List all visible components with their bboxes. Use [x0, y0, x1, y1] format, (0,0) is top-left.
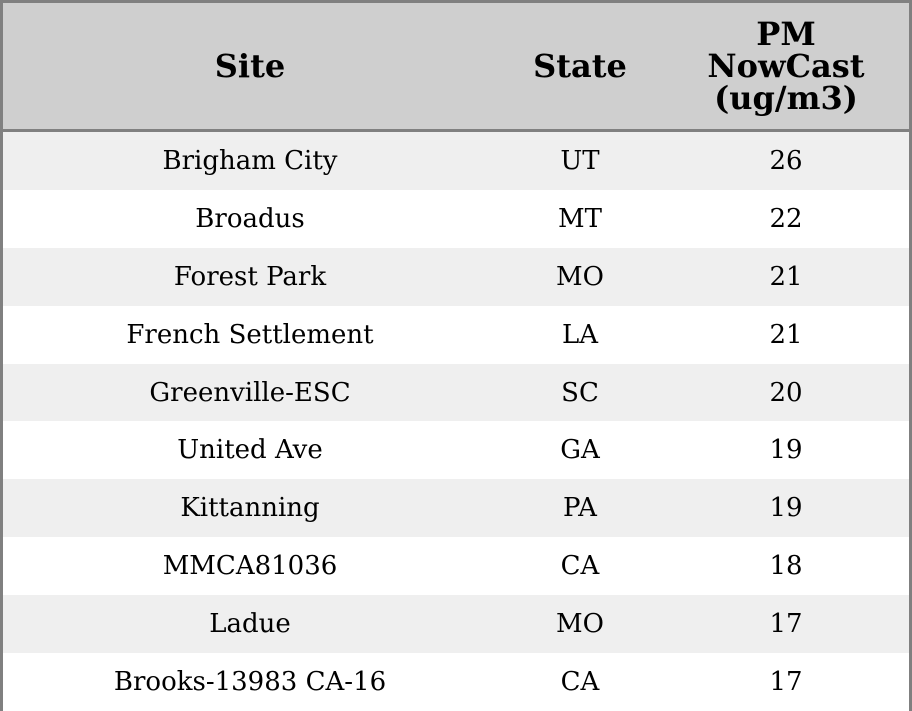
cell-state: UT	[560, 145, 600, 176]
cell-pm: 17	[769, 609, 803, 640]
table-row: Brigham City UT 26	[3, 132, 909, 190]
table-row: Forest Park MO 21	[3, 247, 909, 306]
table-row: Kittanning PA 19	[3, 479, 909, 538]
cell-site: MMCA81036	[162, 551, 338, 582]
table-row: United Ave GA 19	[3, 421, 909, 480]
cell-site: Kittanning	[180, 493, 320, 524]
cell-pm: 17	[769, 666, 803, 697]
header-pm-line1: PM	[756, 15, 816, 53]
cell-site: Brigham City	[162, 145, 338, 176]
cell-pm: 22	[769, 203, 803, 234]
cell-state: MO	[556, 261, 604, 292]
cell-site: United Ave	[177, 435, 323, 466]
table-row: MMCA81036 CA 18	[3, 537, 909, 596]
header-state: State	[533, 47, 627, 85]
table-row: Greenville-ESC SC 20	[3, 363, 909, 422]
cell-pm: 21	[769, 261, 803, 292]
cell-pm: 19	[769, 435, 803, 466]
cell-site: French Settlement	[126, 319, 374, 350]
cell-state: MT	[558, 203, 602, 234]
header-pm-line3: (ug/m3)	[714, 79, 858, 117]
table-header: Site State PM NowCast (ug/m3)	[3, 3, 909, 132]
header-pm-nowcast: PM NowCast (ug/m3)	[663, 3, 909, 129]
cell-pm: 26	[769, 145, 803, 176]
header-pm-line2: NowCast	[707, 47, 865, 85]
table-row: Broadus MT 22	[3, 189, 909, 248]
table-row: French Settlement LA 21	[3, 305, 909, 364]
cell-state: GA	[560, 435, 600, 466]
cell-site: Ladue	[209, 609, 291, 640]
cell-pm: 21	[769, 319, 803, 350]
cell-pm: 19	[769, 493, 803, 524]
table-row: Brooks-13983 CA-16 CA 17	[3, 653, 909, 711]
cell-state: SC	[561, 377, 599, 408]
table-row: Ladue MO 17	[3, 595, 909, 654]
cell-state: MO	[556, 609, 604, 640]
cell-pm: 20	[769, 377, 803, 408]
cell-state: LA	[561, 319, 599, 350]
cell-site: Brooks-13983 CA-16	[113, 666, 387, 697]
cell-state: CA	[560, 551, 600, 582]
cell-site: Forest Park	[173, 261, 327, 292]
table-body: Brigham City UT 26 Broadus MT 22 Forest …	[3, 132, 909, 711]
header-site: Site	[214, 47, 286, 85]
cell-site: Broadus	[195, 203, 305, 234]
cell-site: Greenville-ESC	[149, 377, 351, 408]
cell-pm: 18	[769, 551, 803, 582]
cell-state: PA	[563, 493, 597, 524]
cell-state: CA	[560, 666, 600, 697]
